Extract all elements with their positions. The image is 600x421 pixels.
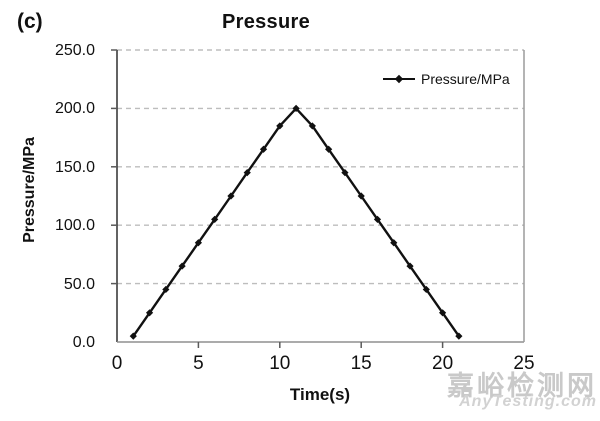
data-point-marker: [145, 309, 154, 317]
watermark-en-text: AnyTesting.com: [459, 393, 597, 410]
data-point-marker: [390, 239, 398, 247]
y-tick-label: 150.0: [54, 158, 95, 176]
data-point-marker: [162, 285, 170, 294]
legend: Pressure/MPa: [383, 71, 510, 87]
data-point-marker: [243, 169, 251, 177]
data-point-marker: [292, 104, 300, 112]
data-point-marker: [406, 262, 414, 270]
x-tick-label: 20: [432, 353, 454, 374]
legend-label: Pressure/MPa: [421, 71, 510, 87]
data-point-marker: [341, 169, 349, 177]
legend-marker-icon: [383, 74, 415, 84]
x-tick-label: 10: [269, 353, 291, 374]
data-point-marker: [178, 262, 186, 270]
data-point-marker: [308, 122, 316, 130]
data-point-marker: [129, 332, 137, 340]
x-tick-label: 5: [193, 353, 204, 374]
data-point-marker: [211, 215, 219, 223]
data-point-marker: [325, 145, 333, 153]
axes-frame: [111, 49, 525, 348]
x-tick-label: 15: [350, 353, 372, 374]
data-point-marker: [194, 239, 202, 247]
y-tick-label: 0.0: [72, 334, 95, 351]
data-point-marker: [373, 215, 382, 223]
y-tick-label: 200.0: [54, 100, 95, 118]
x-tick-label: 25: [513, 353, 535, 374]
y-tick-label: 50.0: [63, 275, 95, 293]
data-point-marker: [259, 145, 268, 153]
pressure-series: [129, 104, 463, 340]
chart-title: Pressure: [221, 11, 311, 33]
y-tick-label: 250.0: [54, 42, 95, 59]
x-axis-title: Time(s): [289, 385, 351, 404]
y-tick-label: 100.0: [54, 217, 95, 235]
watermark-cn-text: 嘉峪检测网: [447, 371, 597, 401]
data-point-marker: [357, 192, 365, 200]
data-point-marker: [422, 285, 430, 294]
data-point-marker: [439, 309, 447, 317]
gridlines: [117, 49, 524, 285]
data-point-marker: [455, 332, 463, 340]
figure-label: (c): [17, 10, 43, 33]
data-point-marker: [276, 122, 284, 130]
x-tick-label: 0: [111, 353, 123, 374]
data-point-marker: [227, 192, 235, 200]
